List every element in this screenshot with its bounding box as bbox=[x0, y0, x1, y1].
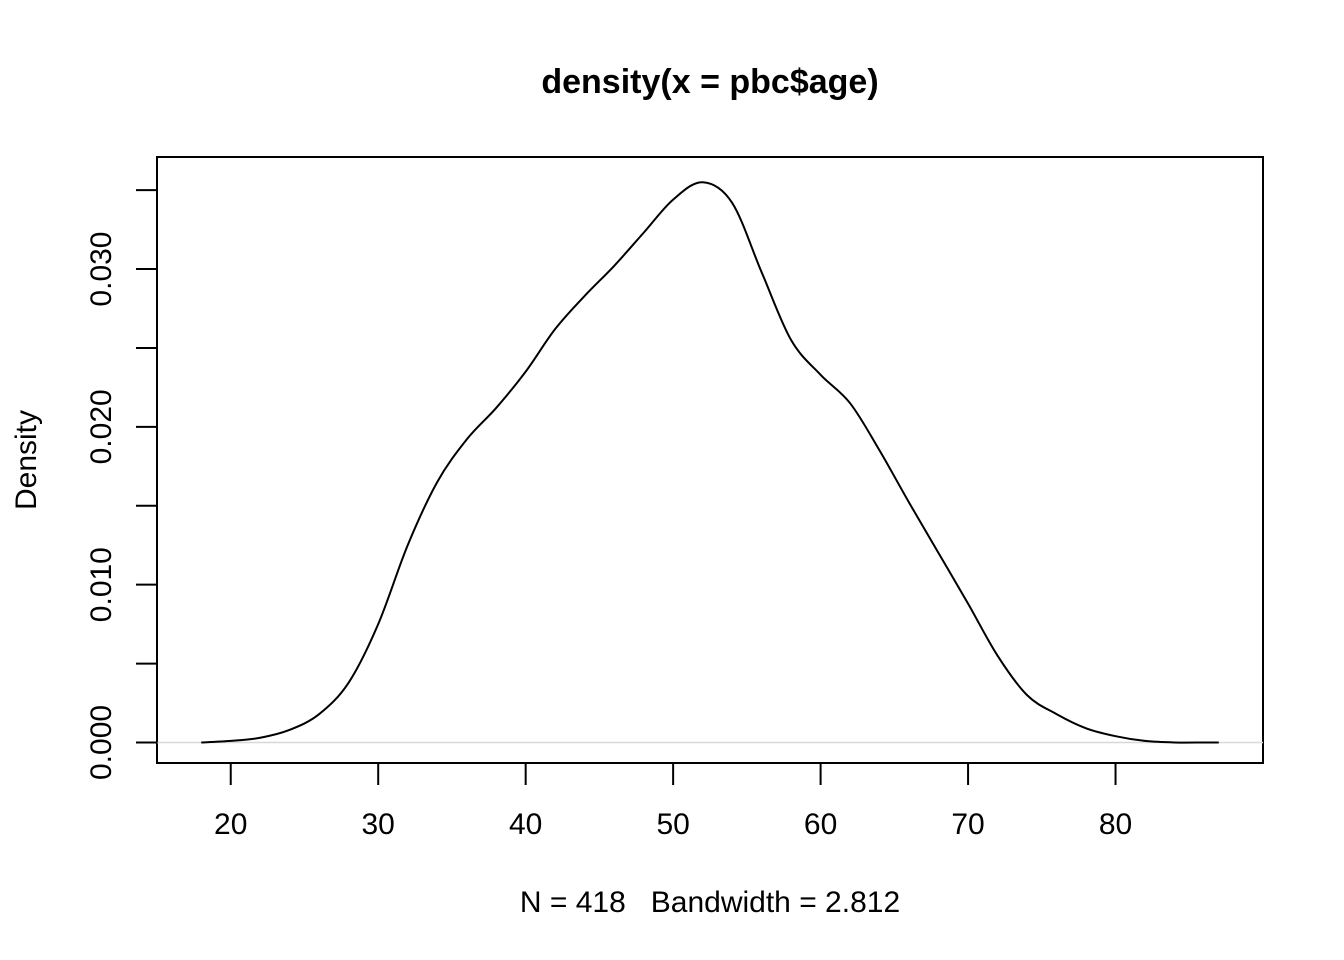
y-axis-tick-label: 0.000 bbox=[85, 705, 118, 780]
chart-title: density(x = pbc$age) bbox=[541, 63, 878, 101]
x-axis-tick-label: 50 bbox=[656, 808, 689, 841]
x-axis-label: N = 418 Bandwidth = 2.812 bbox=[520, 886, 900, 919]
y-axis-tick-label: 0.020 bbox=[85, 389, 118, 464]
x-axis-tick-label: 60 bbox=[804, 808, 837, 841]
x-axis-tick-label: 40 bbox=[509, 808, 542, 841]
density-curve bbox=[201, 181, 1219, 744]
y-axis-label: Density bbox=[10, 410, 43, 510]
x-axis: 20 30 40 50 60 70 80 bbox=[214, 762, 1132, 841]
y-axis-tick-label: 0.010 bbox=[85, 547, 118, 622]
y-axis: 0.000 0.010 0.020 0.030 bbox=[85, 189, 158, 780]
x-axis-tick-label: 80 bbox=[1099, 808, 1132, 841]
y-axis-tick-label: 0.030 bbox=[85, 232, 118, 307]
plot-frame bbox=[156, 156, 1264, 764]
x-axis-tick-label: 70 bbox=[951, 808, 984, 841]
x-axis-tick-label: 30 bbox=[362, 808, 395, 841]
x-axis-tick-label: 20 bbox=[214, 808, 247, 841]
